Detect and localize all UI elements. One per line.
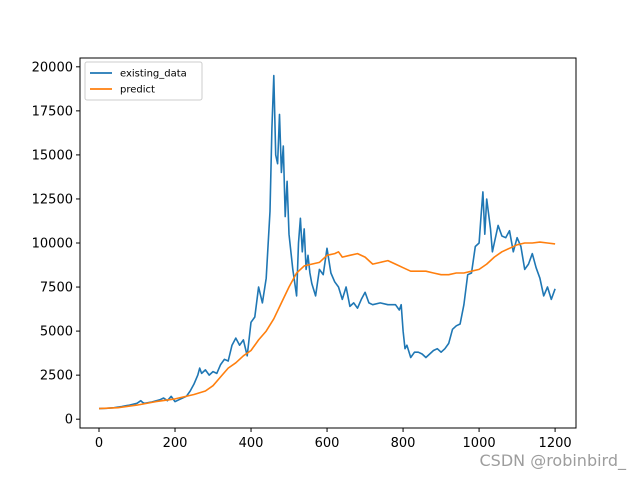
y-tick-label: 5000 (40, 325, 73, 340)
series-line-predict (98, 241, 556, 410)
series-line-existing-data (98, 74, 556, 410)
y-tick-label: 15000 (32, 148, 73, 163)
series-layer (98, 74, 556, 410)
y-tick-label: 7500 (40, 281, 73, 296)
x-tick-label: 200 (163, 436, 188, 451)
y-tick-label: 17500 (32, 104, 73, 119)
y-tick-label: 20000 (32, 60, 73, 75)
y-tick-label: 0 (65, 413, 73, 428)
plot-frame (79, 57, 577, 429)
y-tick-label: 12500 (32, 192, 73, 207)
y-tick-label: 2500 (40, 369, 73, 384)
x-tick-label: 0 (95, 436, 103, 451)
x-tick-label: 1000 (463, 436, 496, 451)
x-tick-label: 800 (391, 436, 416, 451)
legend-label: existing_data (120, 69, 187, 80)
legend-label: predict (120, 85, 155, 96)
x-tick-label: 600 (315, 436, 340, 451)
watermark: CSDN @robinbird_ (479, 451, 626, 470)
x-tick-label: 400 (239, 436, 264, 451)
legend-box (84, 61, 203, 101)
x-axis: 0 200 400 600 800 1000 1200 (95, 428, 572, 451)
x-tick-label: 1200 (539, 436, 572, 451)
y-tick-label: 10000 (32, 237, 73, 252)
y-axis: 0 2500 5000 7500 10000 12500 15000 17500 20000 (32, 60, 80, 428)
